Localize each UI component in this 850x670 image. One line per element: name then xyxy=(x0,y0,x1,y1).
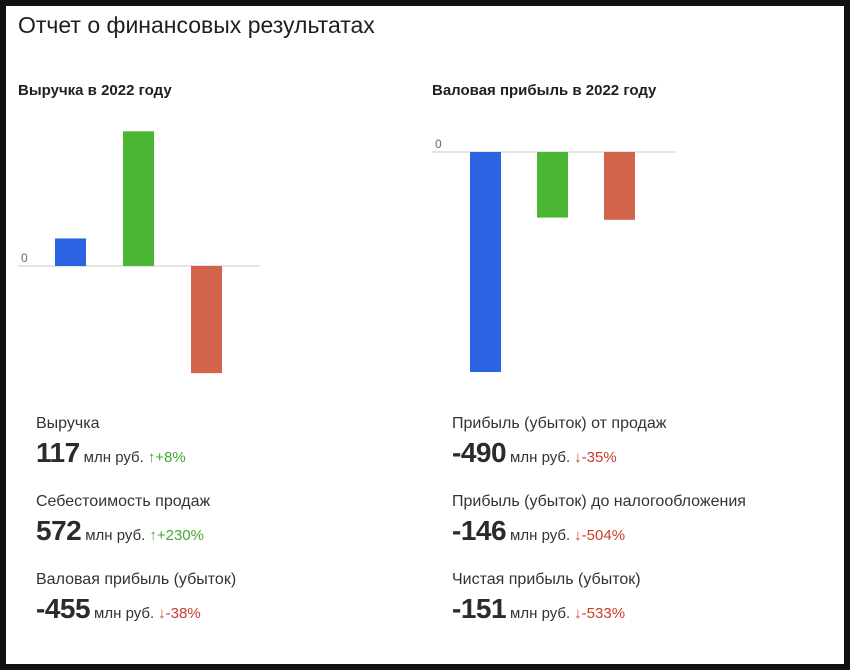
metric-change: -533% xyxy=(581,605,626,622)
metric-label: Прибыль (убыток) от продаж xyxy=(452,415,667,432)
metric-unit: млн руб. xyxy=(510,527,571,544)
metric-change: -38% xyxy=(165,605,201,622)
metric-sales-profit: Прибыль (убыток) от продаж -490 млн руб. ↓… xyxy=(452,415,666,469)
page-title: Отчет о финансовых результатах xyxy=(18,12,375,38)
gross-profit-bar-chart: 0 xyxy=(432,137,675,373)
metric-cost-of-sales: Себестоимость продаж 572 млн руб. ↑+230% xyxy=(36,493,210,547)
zero-tick-label: 0 xyxy=(435,137,442,151)
bar-1 xyxy=(55,238,86,266)
metric-value: -455 xyxy=(36,593,91,624)
bar-1 xyxy=(470,152,501,373)
metric-label: Валовая прибыль (убыток) xyxy=(36,571,237,588)
arrow-down-icon: ↓ xyxy=(158,605,166,622)
bar-2 xyxy=(123,131,154,266)
metric-unit: млн руб. xyxy=(83,449,144,466)
arrow-up-icon: ↑ xyxy=(147,449,156,466)
metric-unit: млн руб. xyxy=(510,449,571,466)
arrow-up-icon: ↑ xyxy=(149,527,157,544)
metric-change: +230% xyxy=(156,527,204,544)
revenue-bar-chart: 0 xyxy=(18,131,260,374)
bar-3 xyxy=(191,266,222,374)
arrow-down-icon: ↓ xyxy=(574,449,582,466)
chart-title-revenue: Выручка в 2022 году xyxy=(18,82,172,99)
metric-revenue: Выручка 117 млн руб. ↑+8% xyxy=(36,415,186,469)
arrow-down-icon: ↓ xyxy=(574,605,582,622)
metric-label: Выручка xyxy=(36,415,100,432)
metric-unit: млн руб. xyxy=(94,605,155,622)
metric-net-profit: Чистая прибыль (убыток) -151 млн руб. ↓-53… xyxy=(452,571,641,625)
metric-unit: млн руб. xyxy=(85,527,146,544)
metric-value: -146 xyxy=(452,515,507,546)
arrow-down-icon: ↓ xyxy=(574,527,582,544)
metric-label: Прибыль (убыток) до налогообложения xyxy=(452,493,746,510)
metric-change: -35% xyxy=(581,449,617,466)
metric-change: +8% xyxy=(155,449,186,466)
zero-tick-label: 0 xyxy=(21,251,28,265)
bar-3 xyxy=(604,152,635,220)
metric-change: -504% xyxy=(581,527,626,544)
metric-value: -151 xyxy=(452,593,507,624)
metric-pretax-profit: Прибыль (убыток) до налогообложения -146… xyxy=(452,493,746,547)
metric-value: -490 xyxy=(452,437,507,468)
metric-gross-profit: Валовая прибыль (убыток) -455 млн руб. ↓-3… xyxy=(36,571,236,625)
metric-label: Себестоимость продаж xyxy=(36,493,211,510)
metric-label: Чистая прибыль (убыток) xyxy=(452,571,641,588)
metric-value: 572 xyxy=(36,515,82,546)
chart-title-gross-profit: Валовая прибыль в 2022 году xyxy=(432,82,657,99)
metric-value: 117 xyxy=(36,437,80,468)
bar-2 xyxy=(537,152,568,218)
metric-unit: млн руб. xyxy=(510,605,571,622)
